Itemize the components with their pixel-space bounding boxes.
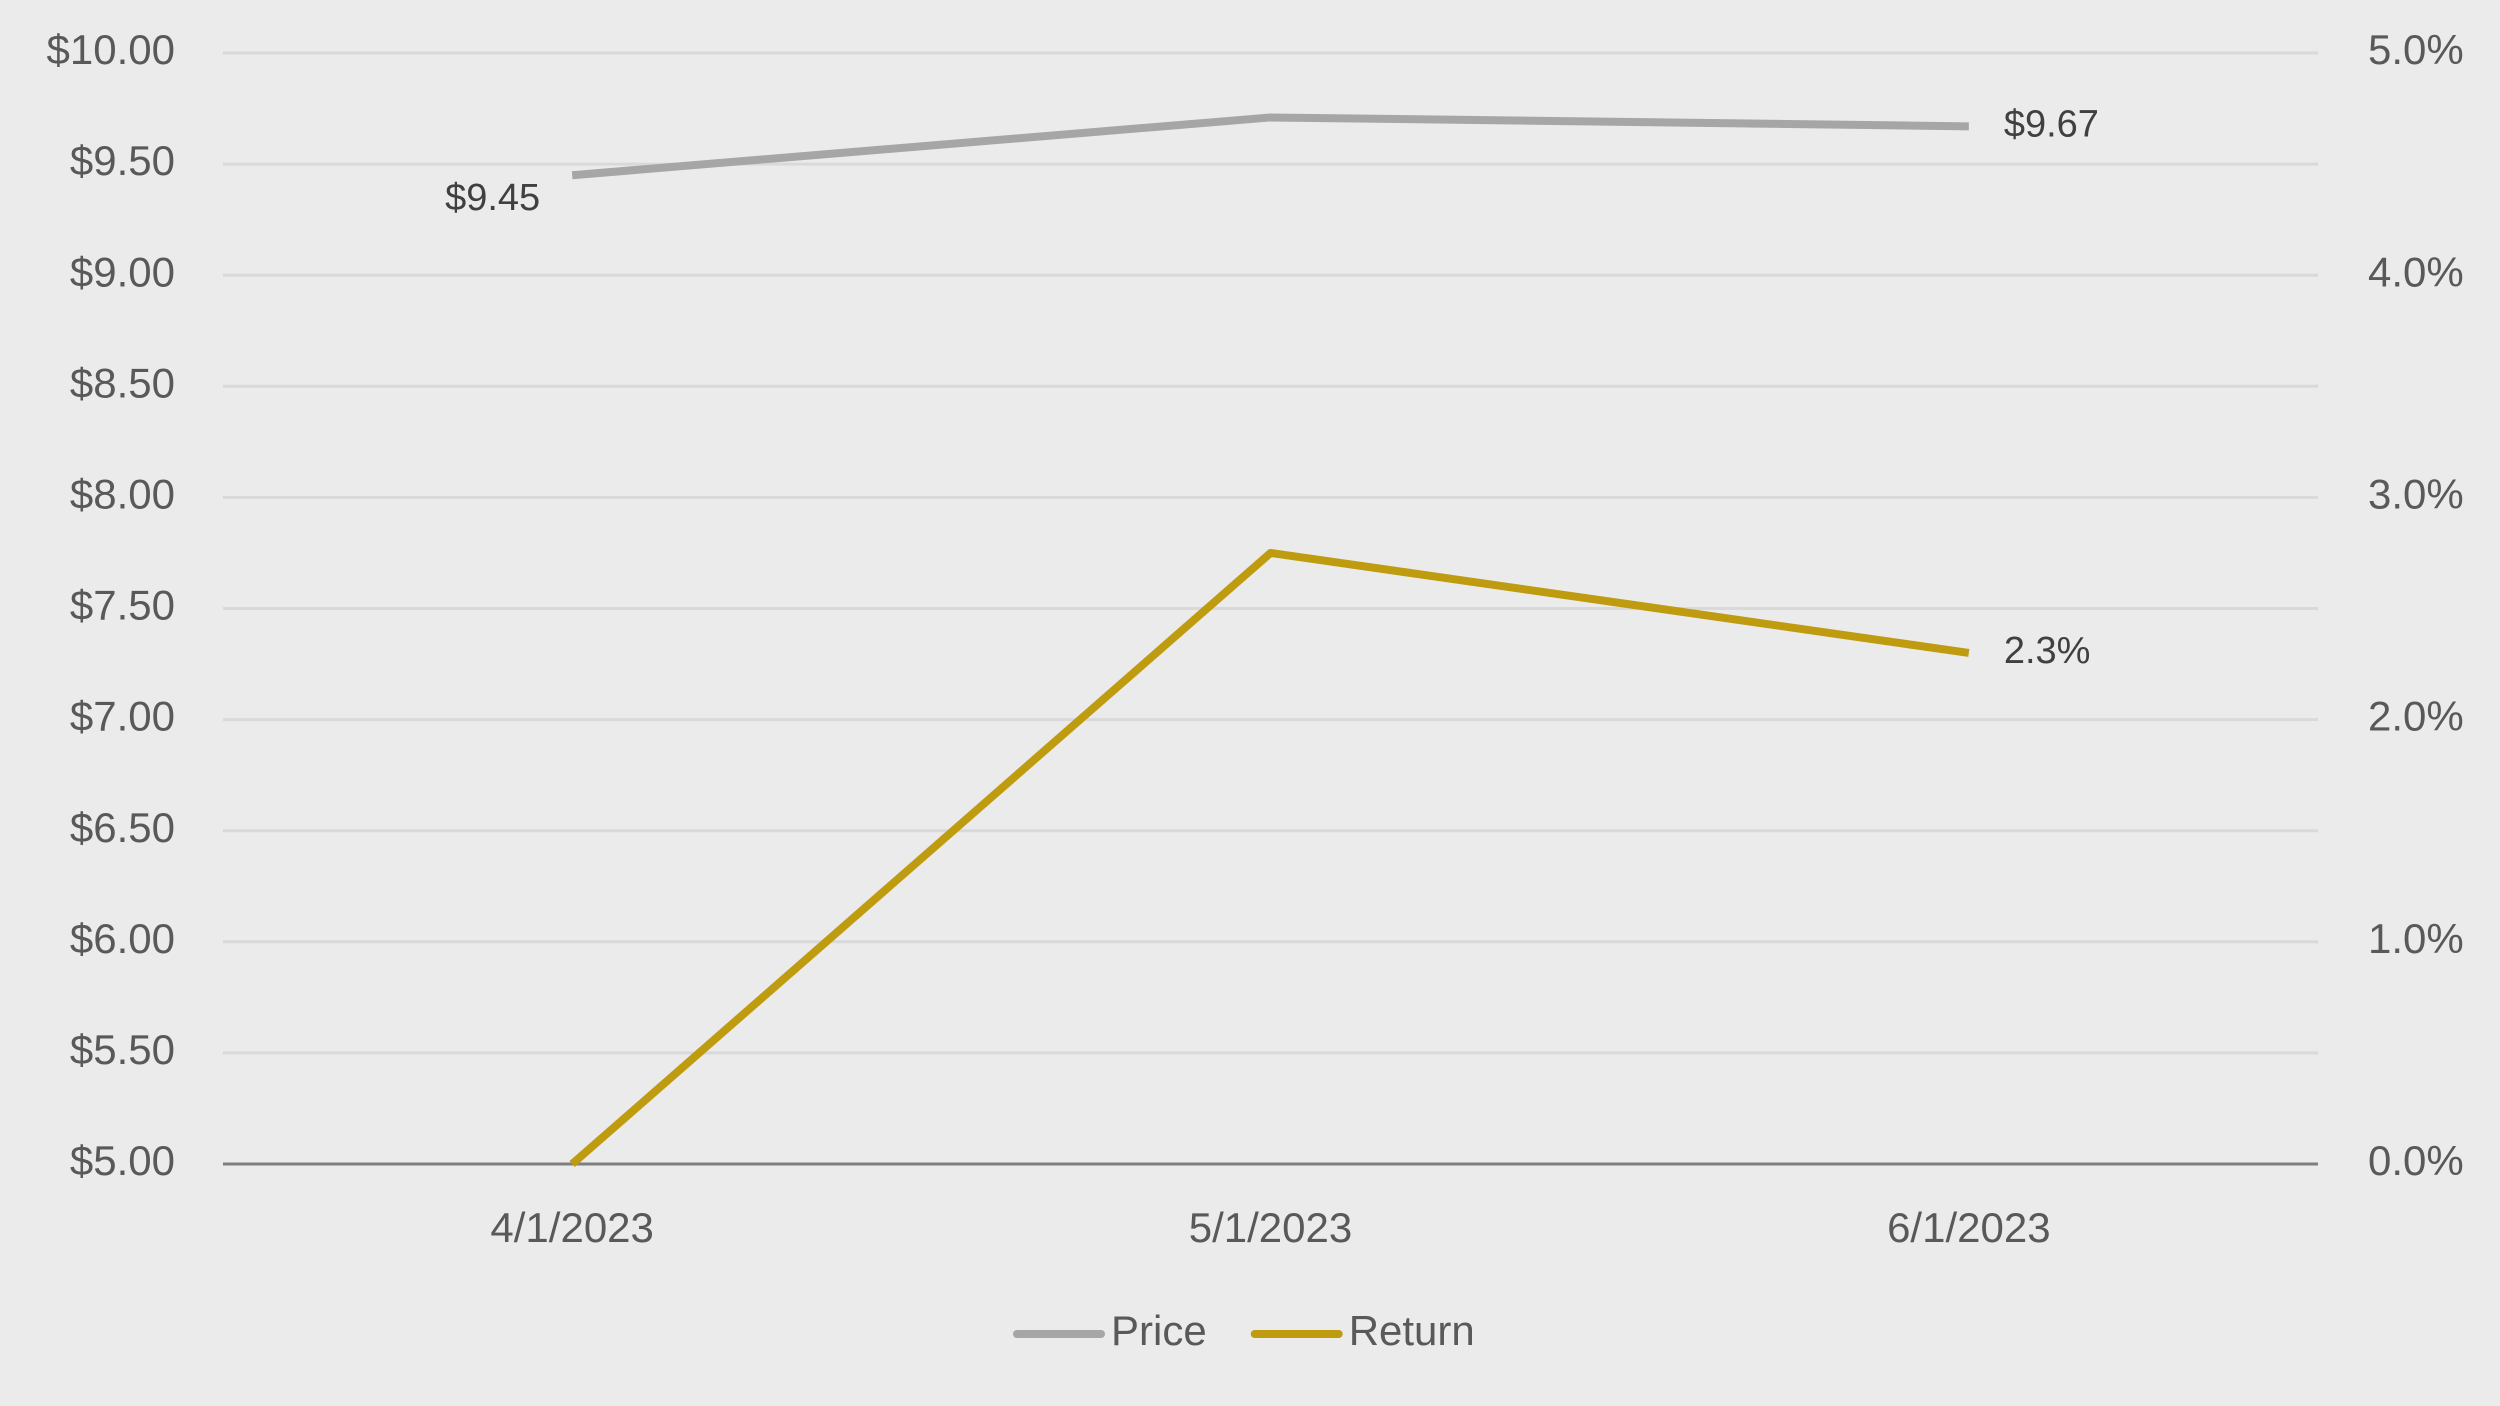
- x-tick-label: 6/1/2023: [1887, 1204, 2051, 1251]
- y2-tick-label: 5.0%: [2368, 26, 2464, 73]
- data-label: 2.3%: [2004, 630, 2091, 672]
- legend-label: Price: [1111, 1307, 1207, 1354]
- y-tick-label: $9.00: [70, 248, 175, 295]
- y-tick-label: $6.50: [70, 804, 175, 851]
- series-line: [569, 548, 1970, 1168]
- y-tick-label: $6.00: [70, 915, 175, 962]
- y-tick-label: $10.00: [47, 26, 175, 73]
- y2-tick-label: 3.0%: [2368, 470, 2464, 517]
- series-line: [571, 113, 1969, 180]
- y2-tick-label: 2.0%: [2368, 693, 2464, 740]
- y-tick-label: $8.50: [70, 359, 175, 406]
- y-tick-label: $7.50: [70, 582, 175, 629]
- y-tick-label: $5.00: [70, 1137, 175, 1184]
- y-tick-label: $5.50: [70, 1026, 175, 1073]
- legend-label: Return: [1349, 1307, 1475, 1354]
- data-label: $9.67: [2004, 103, 2099, 145]
- y-tick-label: $9.50: [70, 137, 175, 184]
- y2-tick-label: 1.0%: [2368, 915, 2464, 962]
- y2-tick-label: 0.0%: [2368, 1137, 2464, 1184]
- y-tick-label: $8.00: [70, 470, 175, 517]
- y2-tick-label: 4.0%: [2368, 248, 2464, 295]
- x-tick-label: 4/1/2023: [490, 1204, 654, 1251]
- x-tick-label: 5/1/2023: [1189, 1204, 1353, 1251]
- y-tick-label: $7.00: [70, 693, 175, 740]
- data-label: $9.45: [445, 177, 540, 219]
